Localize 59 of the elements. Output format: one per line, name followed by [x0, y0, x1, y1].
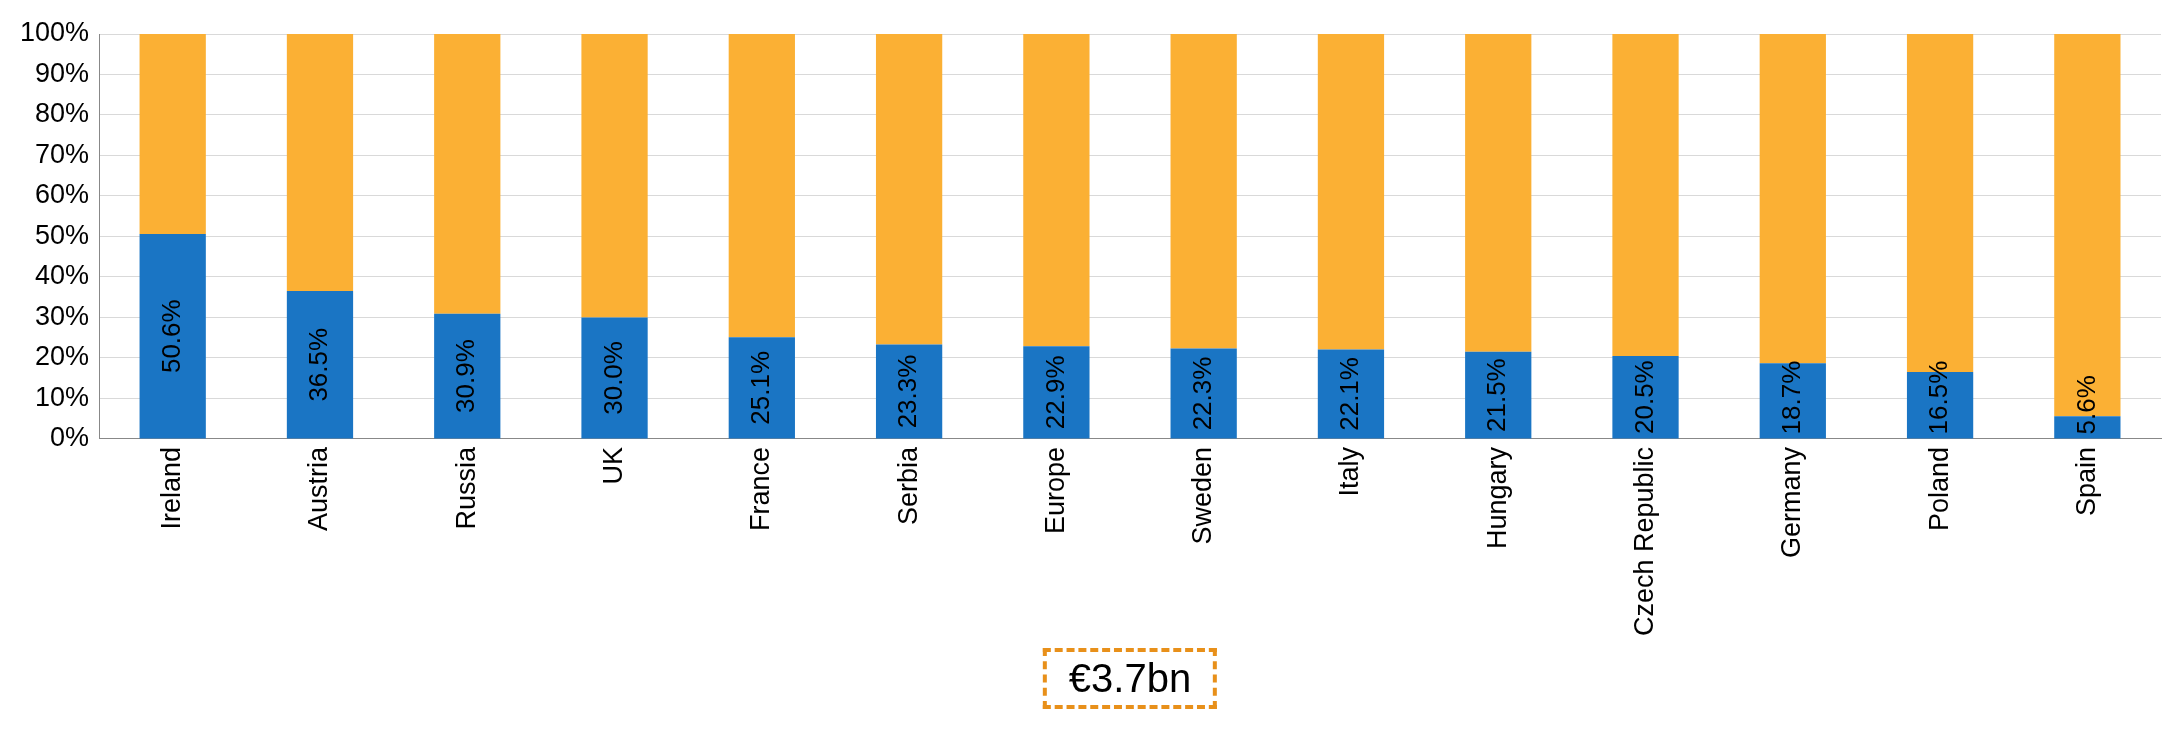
data-label: 22.1%	[1334, 357, 1365, 431]
x-tick-label: France	[745, 446, 776, 531]
x-tick-label: Europe	[1039, 446, 1070, 534]
bar	[581, 317, 648, 439]
y-tick-label: 20%	[35, 341, 90, 372]
bar	[1317, 34, 1385, 350]
x-tick-label: UK	[597, 446, 628, 485]
data-label: 25.1%	[745, 350, 775, 425]
y-tick-label: 70%	[35, 138, 90, 169]
x-tick-label: Serbia	[892, 445, 923, 525]
data-label: 50.6%	[155, 299, 186, 374]
data-label: 23.3%	[892, 354, 923, 429]
data-label: 22.9%	[1039, 355, 1070, 430]
x-tick-label: Hungary	[1481, 446, 1512, 549]
bar	[728, 34, 795, 338]
bar	[1612, 34, 1679, 356]
bar	[434, 34, 501, 314]
data-label: 30.0%	[597, 341, 628, 415]
y-tick-label: 10%	[35, 381, 90, 412]
x-tick-label: Ireland	[156, 446, 187, 530]
x-tick-label: Italy	[1334, 446, 1365, 497]
data-label: 36.5%	[303, 327, 334, 402]
bar	[1023, 346, 1090, 439]
y-tick-label: 80%	[35, 98, 90, 129]
x-tick-label: Spain	[2070, 446, 2101, 516]
data-label: 30.9%	[450, 339, 481, 413]
x-tick-label: Austria	[303, 445, 334, 531]
x-tick-label: Russia	[450, 445, 481, 530]
x-tick-label: Czech Republic	[1628, 446, 1659, 636]
y-tick-label: 90%	[35, 57, 90, 88]
y-tick-label: 40%	[35, 260, 90, 291]
data-label: 22.3%	[1186, 356, 1217, 431]
x-tick-label: Poland	[1923, 446, 1954, 531]
y-tick-label: 50%	[35, 219, 90, 250]
bar	[1465, 34, 1532, 352]
bar	[1317, 349, 1385, 439]
bar	[139, 234, 206, 439]
bar	[875, 34, 943, 345]
bar	[286, 291, 354, 439]
data-label: 20.5%	[1628, 360, 1659, 435]
bar	[1170, 34, 1237, 349]
text: €3.7bn	[1042, 648, 1218, 709]
y-tick-label: 0%	[50, 422, 90, 453]
bar	[434, 313, 501, 439]
y-tick-label: 30%	[35, 300, 90, 331]
x-tick-label: Germany	[1776, 446, 1807, 558]
x-tick-label: Sweden	[1187, 446, 1218, 545]
bar	[286, 34, 354, 292]
bar	[1023, 34, 1090, 347]
y-tick-label: 100%	[19, 17, 90, 48]
data-label: 21.5%	[1481, 358, 1512, 432]
bar	[728, 337, 795, 439]
bar	[581, 34, 648, 318]
bar	[139, 34, 206, 235]
data-label: 5.6%	[2070, 375, 2101, 435]
data-label: 18.7%	[1775, 360, 1806, 435]
y-tick-label: 60%	[35, 179, 90, 210]
bar	[1612, 355, 1679, 439]
data-label: 16.5%	[1923, 360, 1954, 435]
